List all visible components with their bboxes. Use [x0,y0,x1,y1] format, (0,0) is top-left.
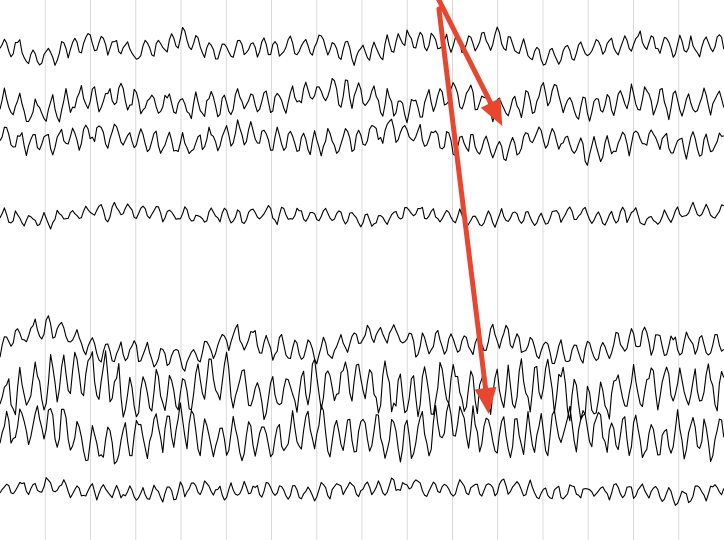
eeg-trace-4 [0,201,724,230]
eeg-trace-5 [0,315,724,372]
annotation-arrow-2 [436,6,497,414]
eeg-traces [0,26,724,506]
eeg-trace-2 [0,77,724,124]
eeg-trace-1 [0,26,724,66]
eeg-trace-3 [0,118,724,166]
eeg-trace-7 [0,402,724,465]
annotation-arrow-1 [436,0,503,126]
eeg-trace-6 [0,350,724,422]
annotation-arrows [436,0,503,414]
eeg-trace-8 [0,477,724,506]
